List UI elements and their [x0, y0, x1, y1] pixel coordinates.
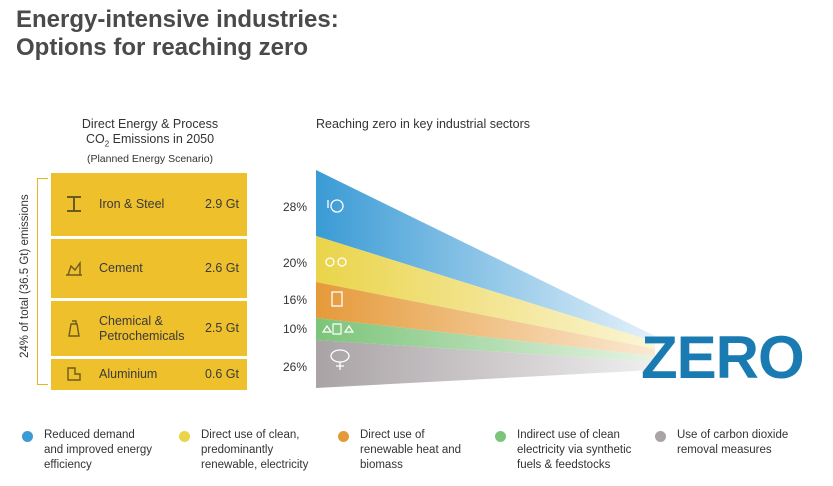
legend-item-renewable-heat: Direct use of renewable heat and biomass [338, 428, 488, 473]
legend-line: Direct use of [360, 429, 425, 441]
sector-name-line-1: Chemical & [99, 314, 163, 328]
legend-line: predominantly [201, 444, 274, 456]
share-carbon-removal: 26% [283, 360, 308, 374]
legend-item-reduced-demand: Reduced demand and improved energy effic… [22, 428, 172, 473]
share-synthetic-fuels: 10% [283, 322, 308, 336]
chemical-icon [64, 318, 84, 338]
biomass-icon [331, 291, 343, 307]
title-line-2: Options for reaching zero [16, 34, 309, 61]
emissions-text: Emissions in 2050 [109, 132, 215, 146]
total-bracket [37, 178, 48, 385]
legend-item-carbon-removal: Use of carbon dioxide removal measures [655, 428, 825, 458]
sector-value: 2.6 Gt [204, 261, 239, 275]
wedge-direct-electricity [316, 236, 655, 349]
sector-name: Iron & Steel [99, 197, 165, 211]
legend-line: Reduced demand [44, 429, 135, 441]
sector-value: 2.9 Gt [204, 197, 239, 211]
legend-dot-blue [22, 431, 33, 442]
wedge-synthetic-fuels [316, 318, 655, 362]
legend-line: Use of carbon dioxide [677, 429, 789, 441]
left-header-line-1: Direct Energy & Process [81, 117, 219, 131]
share-renewable-heat: 16% [283, 293, 308, 307]
synthetic-fuel-icon [321, 323, 355, 335]
legend-line: and improved energy [44, 444, 153, 456]
legend-line: electricity via synthetic [517, 444, 632, 456]
sector-name: Chemical & Petrochemicals [99, 314, 184, 344]
legend-line: fuels & feedstocks [517, 459, 611, 471]
sector-value: 0.6 Gt [204, 367, 239, 381]
left-header-line-3: (Planned Energy Scenario) [86, 152, 214, 165]
legend-line: Direct use of clean, [201, 429, 300, 441]
title-line-1: Energy-intensive industries: [16, 6, 339, 33]
legend-dot-gray [655, 431, 666, 442]
legend-dot-green [495, 431, 506, 442]
sector-aluminium: Aluminium 0.6 Gt [51, 359, 247, 390]
share-reduced-demand: 28% [283, 200, 308, 214]
wedge-reduced-demand [316, 170, 655, 342]
sector-cement: Cement 2.6 Gt [51, 239, 247, 298]
sector-chemical-petrochemicals: Chemical & Petrochemicals 2.5 Gt [51, 301, 247, 356]
sector-value: 2.5 Gt [204, 321, 239, 335]
page-title: Energy-intensive industries: Options for… [16, 6, 339, 62]
wedge-renewable-heat [316, 282, 655, 356]
legend-line: biomass [360, 459, 403, 471]
legend-line: efficiency [44, 459, 92, 471]
plug-icon [325, 257, 347, 267]
sector-name-line-2: Petrochemicals [99, 329, 185, 343]
share-direct-electricity: 20% [283, 256, 308, 270]
co2-removal-icon [330, 349, 350, 370]
legend-item-direct-electricity: Direct use of clean, predominantly renew… [179, 428, 329, 473]
legend-dot-orange [338, 431, 349, 442]
zero-label: ZERO [641, 324, 805, 391]
sector-iron-steel: Iron & Steel 2.9 Gt [51, 173, 247, 236]
legend-line: renewable heat and [360, 444, 462, 456]
sector-name: Aluminium [99, 367, 158, 381]
legend-line: renewable, electricity [201, 459, 309, 471]
co2-subscript: 2 [104, 139, 110, 149]
left-header-line-2: CO2 Emissions in 2050 [50, 132, 250, 152]
cement-icon [64, 258, 84, 278]
wedge-carbon-removal [316, 340, 655, 388]
legend-item-synthetic-fuels: Indirect use of clean electricity via sy… [495, 428, 655, 473]
legend-line: removal measures [677, 444, 772, 456]
sector-name: Cement [99, 261, 143, 275]
aluminium-icon [64, 364, 84, 384]
co2-text: CO [85, 132, 105, 146]
legend-line: Indirect use of clean [517, 429, 620, 441]
steel-beam-icon [64, 194, 84, 214]
legend-dot-yellow [179, 431, 190, 442]
right-column-header: Reaching zero in key industrial sectors [316, 117, 530, 131]
left-column-header: Direct Energy & Process CO2 Emissions in… [50, 117, 250, 167]
recycle-icon [327, 199, 344, 213]
